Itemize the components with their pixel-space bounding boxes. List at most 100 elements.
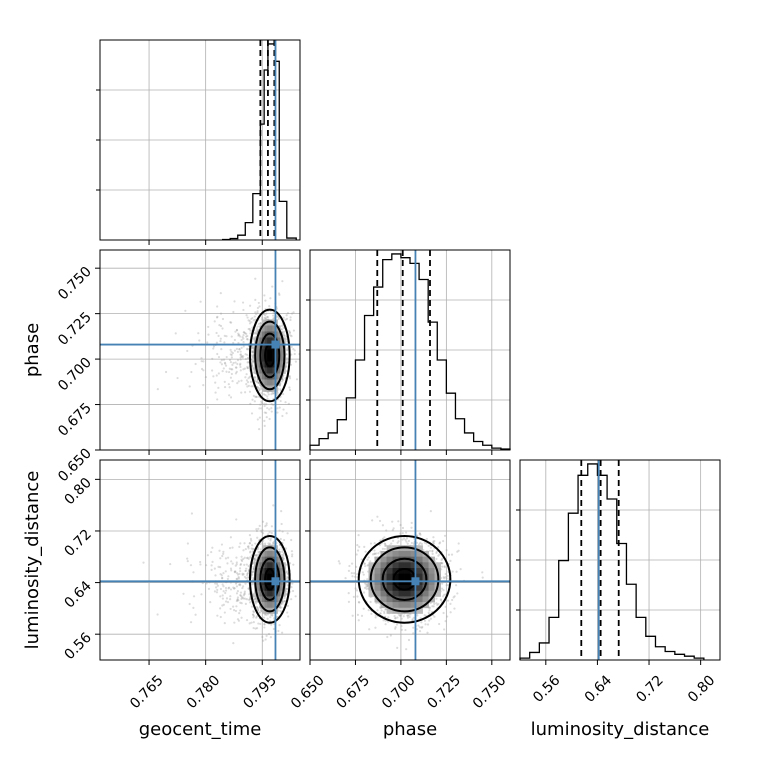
scatter-point <box>392 527 395 530</box>
scatter-panel-luminosity-distance-vs-geocent-time <box>99 459 301 661</box>
scatter-point <box>252 570 255 573</box>
density-cell <box>380 556 387 563</box>
scatter-point <box>236 598 239 602</box>
density-cell <box>267 355 271 362</box>
scatter-point <box>217 386 220 389</box>
scatter-point <box>250 385 253 388</box>
density-cell <box>275 379 278 386</box>
scatter-point <box>262 639 265 642</box>
scatter-point <box>253 558 256 561</box>
scatter-point <box>276 407 279 410</box>
scatter-point <box>235 347 238 350</box>
scatter-point <box>213 567 216 570</box>
scatter-point <box>265 312 268 315</box>
density-cell <box>259 562 263 569</box>
contour-line <box>248 308 291 403</box>
scatter-point <box>373 549 376 552</box>
panel-frame <box>99 459 301 661</box>
scatter-point <box>240 597 243 601</box>
scatter-point <box>251 583 254 586</box>
scatter-point <box>352 595 355 598</box>
density-cell <box>422 556 429 563</box>
scatter-point <box>431 550 434 553</box>
scatter-point <box>289 363 293 366</box>
scatter-point <box>237 619 241 622</box>
density-cell <box>374 590 381 597</box>
scatter-point <box>261 316 264 319</box>
scatter-point <box>254 554 257 557</box>
scatter-point <box>262 312 266 316</box>
scatter-point <box>384 544 387 547</box>
scatter-point <box>221 576 224 580</box>
density-cell <box>267 585 271 592</box>
scatter-point <box>233 621 236 624</box>
density-cell <box>264 590 268 597</box>
scatter-point <box>264 299 267 302</box>
scatter-point <box>249 304 252 307</box>
density-cell <box>256 349 260 356</box>
scatter-point <box>260 407 263 410</box>
scatter-point <box>254 597 257 600</box>
scatter-point <box>276 315 279 318</box>
scatter-point <box>288 329 291 333</box>
scatter-point <box>257 301 260 305</box>
density-cell <box>280 579 284 586</box>
scatter-point <box>285 314 288 317</box>
scatter-point <box>220 347 223 351</box>
scatter-point <box>239 353 242 357</box>
density-cell <box>259 337 263 344</box>
scatter-point <box>404 531 408 534</box>
scatter-point <box>351 575 354 578</box>
y-tick-label: 0.750 <box>55 264 95 304</box>
density-cell <box>256 590 260 597</box>
scatter-point <box>453 595 456 598</box>
scatter-point <box>248 542 251 545</box>
scatter-point <box>445 584 448 587</box>
scatter-point <box>272 542 275 546</box>
scatter-point <box>289 318 292 322</box>
scatter-point <box>424 623 427 626</box>
scatter-point <box>207 333 210 336</box>
scatter-point <box>260 402 264 405</box>
scatter-point <box>251 350 254 353</box>
scatter-point <box>435 550 438 553</box>
scatter-point <box>247 547 250 550</box>
scatter-point <box>270 403 273 406</box>
scatter-point <box>263 411 266 414</box>
density-cell <box>269 550 273 558</box>
scatter-point <box>286 532 289 535</box>
scatter-point <box>444 572 447 576</box>
scatter-point <box>220 363 224 366</box>
scatter-point <box>240 346 243 349</box>
scatter-point <box>399 523 402 527</box>
scatter-point <box>243 542 246 545</box>
scatter-point <box>441 565 444 568</box>
density-cell <box>267 379 271 386</box>
scatter-point <box>286 584 289 587</box>
scatter-point <box>276 411 279 414</box>
scatter-point <box>240 338 243 342</box>
scatter-point <box>286 573 289 576</box>
density-cell <box>282 590 286 597</box>
scatter-point <box>252 319 255 322</box>
scatter-point <box>239 369 242 372</box>
scatter-point <box>246 366 249 370</box>
scatter-point <box>401 526 405 530</box>
scatter-point <box>232 310 235 314</box>
scatter-panel-luminosity-distance-vs-phase <box>309 459 511 661</box>
scatter-point <box>400 614 403 617</box>
scatter-point <box>260 529 263 532</box>
scatter-point <box>235 370 238 374</box>
scatter-point <box>253 400 256 403</box>
scatter-point <box>443 534 447 537</box>
scatter-point <box>429 617 433 620</box>
scatter-point <box>248 390 252 393</box>
scatter-point <box>288 330 291 334</box>
scatter-point <box>231 605 235 608</box>
scatter-point <box>356 595 359 598</box>
scatter-point <box>235 561 238 564</box>
scatter-point <box>216 584 220 587</box>
scatter-point <box>217 372 220 375</box>
scatter-point <box>244 582 247 585</box>
scatter-point <box>403 537 406 540</box>
